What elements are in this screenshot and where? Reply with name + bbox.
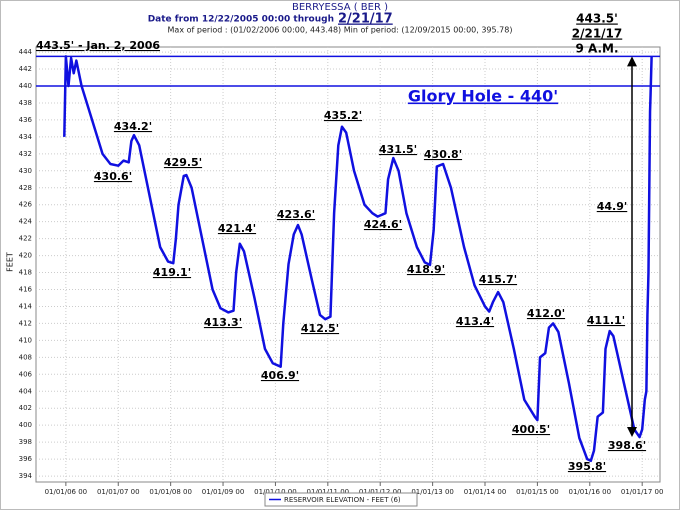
annotation: 429.5' — [164, 156, 202, 169]
annotation: 430.6' — [94, 170, 132, 183]
annotation: 412.5' — [301, 322, 339, 335]
y-tick-label: 402 — [19, 404, 32, 412]
y-axis-label: FEET — [6, 252, 15, 272]
period-note: Max of period : (01/02/2006 00:00, 443.4… — [168, 26, 513, 35]
annotation: 400.5' — [512, 423, 550, 436]
annotation: 419.1' — [153, 266, 191, 279]
annotation: 424.6' — [364, 218, 402, 231]
data-line — [63, 55, 653, 463]
annotation: 443.5' - Jan. 2, 2006 — [36, 39, 160, 52]
annotation: 406.9' — [261, 369, 299, 382]
x-tick-label: 01/01/07 00 — [97, 488, 140, 496]
y-tick-label: 428 — [19, 184, 32, 192]
annotation: 423.6' — [277, 208, 315, 221]
arrow-head — [627, 56, 637, 67]
y-tick-label: 424 — [19, 218, 33, 226]
legend-label: RESERVOIR ELEVATION - FEET (6) — [284, 496, 401, 504]
x-tick-label: 01/01/15 00 — [516, 488, 559, 496]
annotation: 418.9' — [407, 263, 445, 276]
annotation: 413.4' — [456, 315, 494, 328]
y-tick-label: 406 — [19, 370, 33, 378]
y-tick-label: 430 — [19, 167, 32, 175]
annotation: 395.8' — [568, 460, 606, 473]
latest-label: 443.5' — [576, 12, 618, 26]
x-tick-label: 01/01/10 00 — [254, 488, 297, 496]
annotation: 435.2' — [324, 109, 362, 122]
y-tick-label: 426 — [19, 201, 33, 209]
y-tick-label: 436 — [19, 116, 33, 124]
latest-label: 2/21/17 — [572, 27, 623, 41]
x-tick-label: 01/01/13 00 — [411, 488, 454, 496]
y-tick-label: 442 — [19, 65, 32, 73]
glory-hole-label: Glory Hole - 440' — [408, 87, 558, 106]
x-tick-label: 01/01/12 00 — [359, 488, 402, 496]
annotation: 430.8' — [424, 148, 462, 161]
y-tick-label: 412 — [19, 319, 32, 327]
x-tick-label: 01/01/11 00 — [307, 488, 350, 496]
y-tick-label: 400 — [19, 421, 32, 429]
arrow-head — [627, 427, 637, 438]
annotation: 421.4' — [218, 222, 256, 235]
subtitle: Date from 12/22/2005 00:00 through — [148, 15, 334, 25]
annotation: 415.7' — [479, 273, 517, 286]
annotation: 44.9' — [597, 200, 628, 213]
y-tick-label: 404 — [19, 387, 33, 395]
x-tick-label: 01/01/08 00 — [149, 488, 192, 496]
subtitle-date: 2/21/17 — [338, 12, 393, 27]
annotation: 434.2' — [114, 120, 152, 133]
y-tick-label: 414 — [19, 302, 33, 310]
latest-label: 9 A.M. — [575, 42, 618, 56]
legend-box — [264, 492, 418, 507]
y-tick-label: 422 — [19, 235, 32, 243]
x-tick-label: 01/01/06 00 — [45, 488, 88, 496]
y-tick-label: 434 — [19, 133, 33, 141]
y-tick-label: 438 — [19, 99, 32, 107]
annotation: 398.6' — [608, 439, 646, 452]
y-tick-label: 444 — [19, 48, 33, 56]
y-tick-label: 410 — [19, 336, 32, 344]
y-tick-label: 418 — [19, 269, 32, 277]
x-tick-label: 01/01/14 00 — [464, 488, 507, 496]
chart-title: BERRYESSA ( BER ) — [292, 2, 388, 13]
y-tick-label: 408 — [19, 353, 32, 361]
x-tick-label: 01/01/16 00 — [569, 488, 612, 496]
annotation: 412.0' — [527, 307, 565, 320]
y-tick-label: 432 — [19, 150, 32, 158]
y-tick-label: 398 — [19, 438, 32, 446]
annotation: 411.1' — [587, 314, 625, 327]
annotation: 431.5' — [379, 143, 417, 156]
annotation: 413.3' — [204, 316, 242, 329]
x-tick-label: 01/01/09 00 — [202, 488, 245, 496]
y-tick-label: 394 — [19, 472, 33, 480]
y-tick-label: 396 — [19, 455, 33, 463]
y-tick-label: 416 — [19, 286, 33, 294]
y-tick-label: 440 — [19, 82, 32, 90]
y-tick-label: 420 — [19, 252, 32, 260]
x-tick-label: 01/01/17 00 — [621, 488, 664, 496]
